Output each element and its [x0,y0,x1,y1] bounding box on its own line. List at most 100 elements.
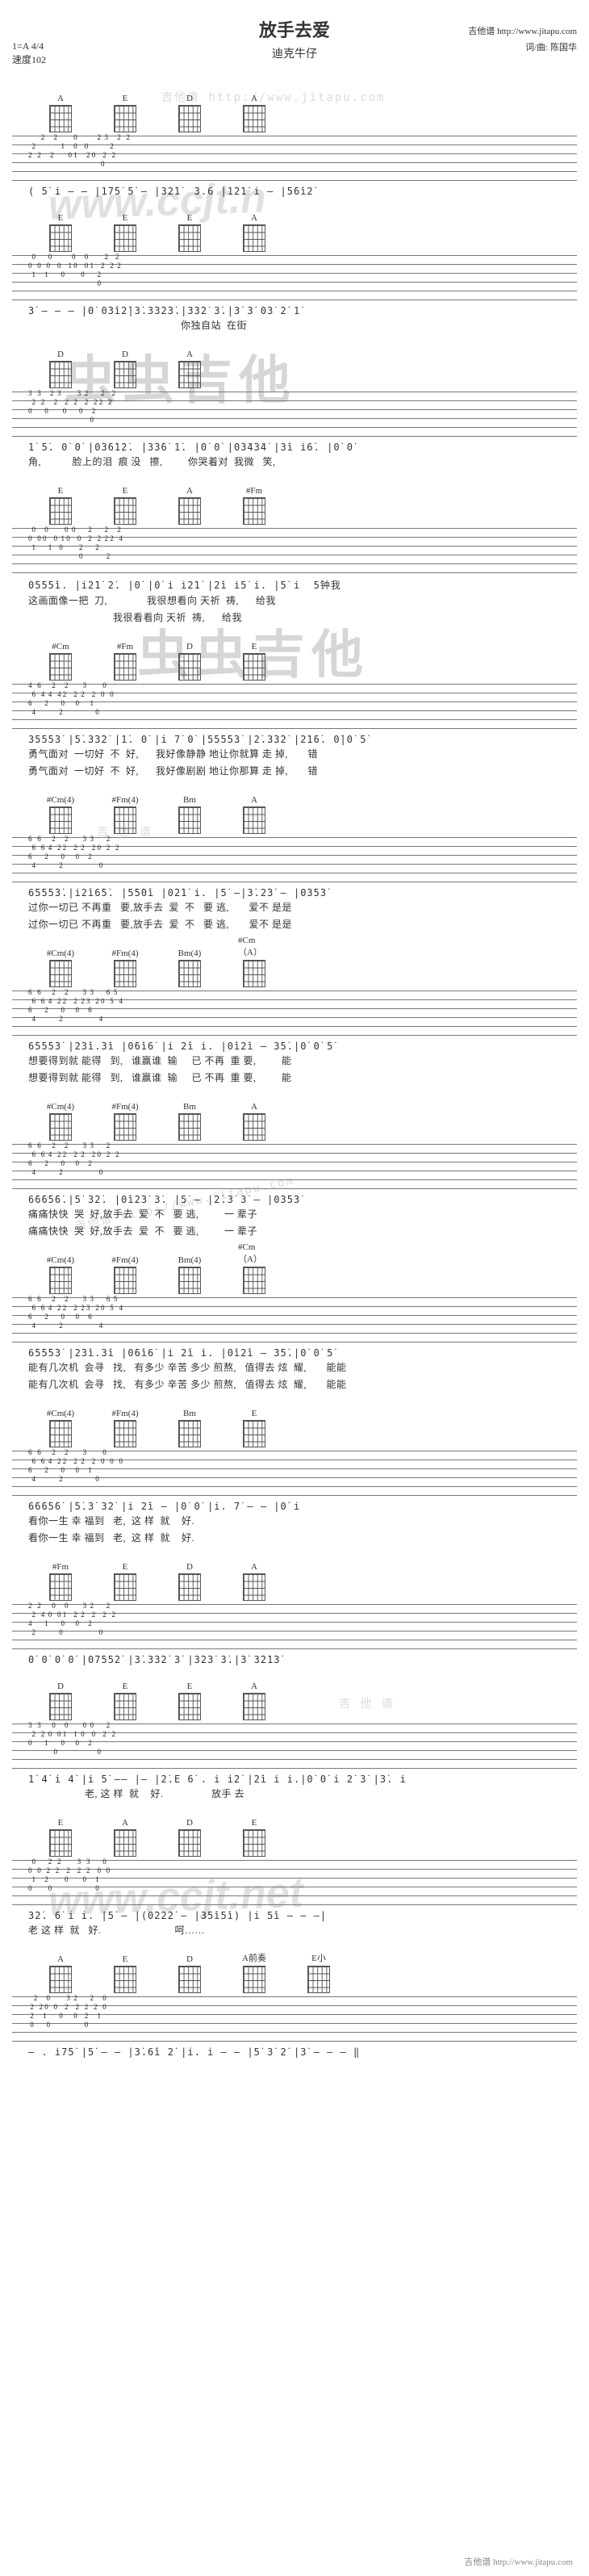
chord-diagram: #Fm [44,1562,77,1601]
chord-row: #Cm(4)#Fm(4)Bm(4)#Cm（A） [12,949,577,987]
chord-grid [114,653,136,681]
tab-numbers: 0 0 0 0 2 2 0 0 0 0 1 0 0 1 2 2 2 1 1 0 … [28,253,569,288]
systems-container: AEDA 2 2 0 2 3 2 2 2 1 0 0 2 2 2 2 0 1 2… [12,94,577,2059]
chord-grid [243,497,265,525]
notation-row: 1̇ 4̇ i 4̇ |i 5̇ —— |— |2̇.E 6̇ . i i2̇ … [12,1769,577,1786]
system: #Cm(4)#Fm(4)BmE6 6 2 2 3 0 6 6 4 2 2 2 2… [12,1409,577,1548]
chord-grid [49,105,72,132]
chord-grid [49,1693,72,1720]
notation-row: ( 5̇ i — — |1̇7̇5̇ 5̇ — |32̇1̇ 3.6 |1̇2̇… [12,181,577,199]
credit-composer: 词/曲: 陈国华 [468,40,577,53]
system: EADE 0 2 2 3 3 0 0 0 2 2 2 2 2 0 0 1 2 0… [12,1818,577,1940]
chord-name: D [122,350,128,359]
chord-grid [49,1829,72,1857]
tab-staff: 2 0 3 2 2 0 2 2 0 0 2 2 2 2 0 2 1 0 0 2 … [12,1996,577,2042]
chord-diagram: A [173,486,206,525]
chord-diagram: #Cm [44,642,77,681]
chord-diagram: D [44,350,77,388]
chord-grid [49,497,72,525]
chord-diagram: E [109,486,141,525]
chord-diagram: D [173,1954,206,1993]
chord-diagram: E [238,1409,270,1447]
tab-staff: 6 6 2 2 3 3 6 5 6 6 4 2 2 2 2 3 2 0 5 4 … [12,1297,577,1342]
chord-grid [178,1113,201,1141]
lyric-row: 勇气面对 一切好 不 好, 我好像剧剧 地让你那算 走 掉, 错 [12,764,577,781]
chord-name: A [251,94,257,103]
tempo: 速度102 [12,52,46,66]
chord-grid [114,224,136,252]
key-signature: 1=A 4/4 [12,40,46,52]
chord-grid [114,806,136,834]
chord-name: E [252,642,257,651]
lyric-row: 老, 这 样 就 好. 放手 去 [12,1786,577,1803]
tab-staff: 3 3 0 0 0 0 2 2 2 0 0 1 1 0 0 2 2 0 1 0 … [12,1724,577,1769]
notation-row: 0̇5̇5̇5̇i. |i2̇1̇ 2̇. |0̇ |0̇ i i2̇1̇ |2… [12,573,577,593]
chord-grid [114,1573,136,1601]
chord-row: #Cm(4)#Fm(4)BmE [12,1409,577,1447]
chord-name: Bm [183,1409,196,1418]
chord-grid [114,1267,136,1294]
lyric-row: 勇气面对 一切好 不 好, 我好像静静 地让你就算 走 掉, 错 [12,747,577,764]
chord-name: E [252,1409,257,1418]
lyric-row: 痛痛快快 哭 好,放手去 爱 不 要 逃, 一 辈子 [12,1224,577,1241]
chord-name: E [123,1682,128,1691]
chord-diagram: D [109,350,141,388]
chord-name: A前奏 [242,1951,266,1964]
chord-grid [114,1113,136,1141]
chord-name: #Fm(4) [112,949,139,958]
sheet-container: 放手去爱 迪克牛仔 1=A 4/4 速度102 吉他谱 http://www.j… [0,0,589,2576]
chord-grid [114,1966,136,1993]
tab-staff: 6 6 2 2 3 3 2 6 6 4 2 2 2 2 2 0 2 2 6 2 … [12,1144,577,1189]
notation-row: 6̇6̇6̇5̇6̇.|5̇ 3̇2̇. |0̇i2̇3̇ 3̇. |5̇ — … [12,1189,577,1207]
meta-left: 1=A 4/4 速度102 [12,40,46,66]
chord-grid [49,806,72,834]
chord-diagram: A [173,350,206,388]
chord-grid [49,224,72,252]
chord-grid [114,960,136,987]
chord-diagram: A [44,1954,77,1993]
chord-name: D [57,350,64,359]
chord-grid [49,361,72,388]
chord-grid [49,653,72,681]
notation-row: — . i̇7̇5̇ |5̇ — — |3̇.6̇i 2̇ |i. i — — … [12,2042,577,2059]
tab-staff: 6 6 2 2 3 3 2 6 6 4 2 2 2 2 2 0 2 2 6 2 … [12,837,577,882]
chord-row: EEA#Fm [12,486,577,525]
chord-grid [243,806,265,834]
chord-name: #Cm(4) [47,1409,74,1418]
chord-diagram: A前奏 [238,1951,270,1993]
chord-row: DEEA [12,1682,577,1720]
chord-diagram: E [109,94,141,132]
lyric-row: 看你一生 幸 福到 老, 这 样 就 好. [12,1531,577,1548]
chord-diagram: Bm(4) [173,1255,206,1294]
chord-grid [178,361,201,388]
chord-name: A [186,486,193,496]
notation-row: 6̇5̇5̇5̇3̇.|i2̇i6̇5̇. |5̇5̇0̇i |0̇2̇1̇ i… [12,882,577,900]
chord-grid [243,1113,265,1141]
chord-diagram: E [44,486,77,525]
lyric-row: 痛痛快快 哭 好,放手去 爱 不 要 逃, 一 辈子 [12,1207,577,1224]
chord-name: #Fm [117,642,133,651]
chord-row: #Cm(4)#Fm(4)BmA [12,1102,577,1141]
chord-grid [178,105,201,132]
chord-diagram: Bm [173,1409,206,1447]
footer-watermark: 吉他谱 http://www.jitapu.com [464,2555,573,2568]
chord-diagram: D [173,642,206,681]
chord-grid [178,224,201,252]
chord-name: #Fm(4) [112,1102,139,1112]
chord-grid [243,1573,265,1601]
tab-numbers: 6 6 2 2 3 3 6 5 6 6 4 2 2 2 2 3 2 0 5 4 … [28,1295,569,1330]
tab-numbers: 0 2 2 3 3 0 0 0 2 2 2 2 2 0 0 1 2 0 0 1 … [28,1858,569,1893]
chord-diagram: #Cm(4) [44,1102,77,1141]
tab-staff: 2 2 0 0 3 2 2 2 4 0 0 1 2 2 2 2 2 4 1 0 … [12,1604,577,1649]
chord-diagram: E [173,1682,206,1720]
chord-diagram: E [109,1954,141,1993]
chord-diagram: #Fm(4) [109,949,141,987]
chord-name: A [251,1682,257,1691]
chord-diagram: #Cm(4) [44,1255,77,1294]
chord-diagram: #Fm [109,642,141,681]
chord-name: A [186,350,193,359]
chord-name: E [58,213,64,223]
system: #FmEDA2 2 0 0 3 2 2 2 4 0 0 1 2 2 2 2 2 … [12,1562,577,1667]
chord-grid [178,653,201,681]
tab-staff: 4 6 2 2 3 0 6 4 4 4 2 2 2 2 0 0 6 2 0 0 … [12,684,577,729]
